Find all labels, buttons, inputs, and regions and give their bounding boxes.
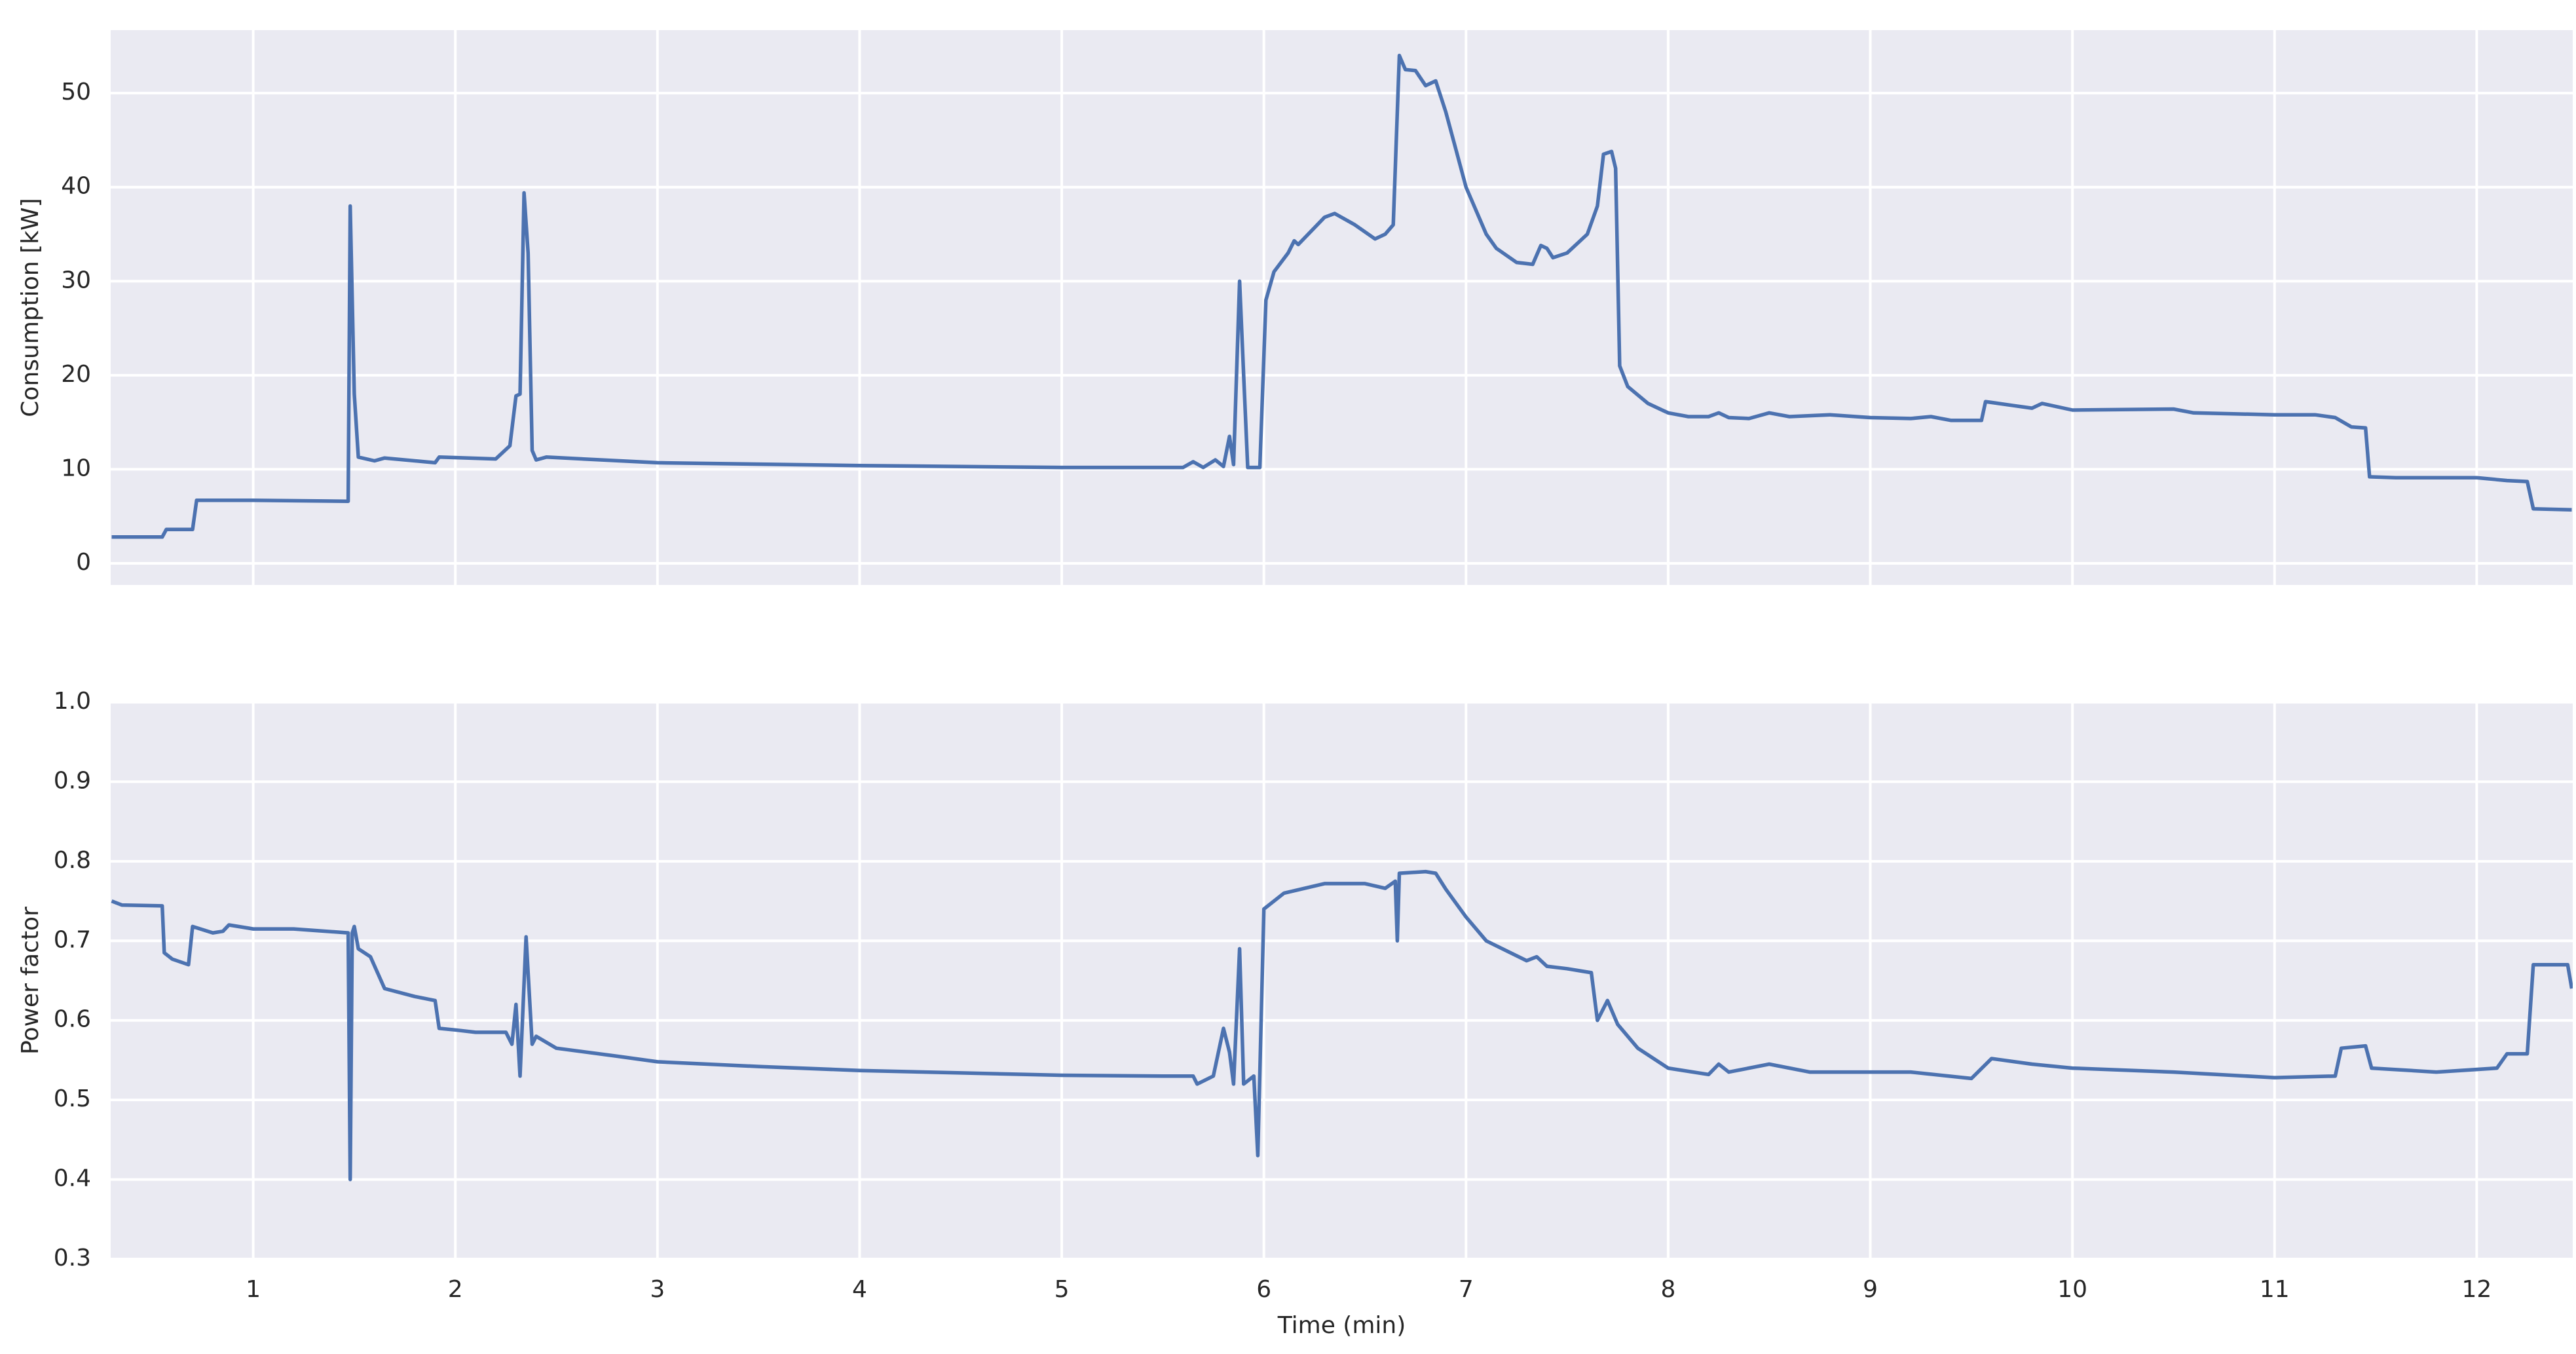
x-tick-label: 8: [1660, 1276, 1675, 1303]
y-tick-label: 0.4: [54, 1165, 91, 1192]
x-tick-label: 5: [1055, 1276, 1070, 1303]
y-tick-label: 1.0: [54, 688, 91, 715]
y-tick-label: 0.5: [54, 1085, 91, 1112]
y-tick-label: 0.8: [54, 847, 91, 874]
line-series: [111, 869, 2573, 1182]
y-tick-label: 50: [61, 79, 91, 105]
x-tick-label: 12: [2461, 1276, 2492, 1303]
x-tick-label: 7: [1459, 1276, 1474, 1303]
x-tick-label: 6: [1256, 1276, 1271, 1303]
y-tick-label: 0.9: [54, 767, 91, 794]
y-tick-label: 0.6: [54, 1006, 91, 1033]
x-tick-label: 9: [1863, 1276, 1878, 1303]
x-tick-label: 11: [2260, 1276, 2290, 1303]
plot-area: [111, 30, 2573, 585]
y-tick-label: 0.7: [54, 926, 91, 953]
y-tick-label: 10: [61, 455, 91, 481]
y-tick-label: 30: [61, 267, 91, 293]
y-axis-label: Consumption [kW]: [17, 198, 44, 417]
x-tick-label: 4: [852, 1276, 867, 1303]
line-series: [111, 54, 2572, 539]
plot-area: [111, 702, 2573, 1259]
y-axis-label: Power factor: [17, 907, 44, 1055]
x-axis-label: Time (min): [1277, 1312, 1406, 1339]
y-tick-label: 0: [76, 549, 91, 576]
y-tick-label: 40: [61, 173, 91, 200]
x-tick-label: 2: [448, 1276, 463, 1303]
x-tick-label: 1: [246, 1276, 261, 1303]
y-tick-label: 0.3: [54, 1245, 91, 1271]
y-tick-label: 20: [61, 361, 91, 388]
x-tick-label: 3: [650, 1276, 665, 1303]
x-tick-label: 10: [2057, 1276, 2087, 1303]
